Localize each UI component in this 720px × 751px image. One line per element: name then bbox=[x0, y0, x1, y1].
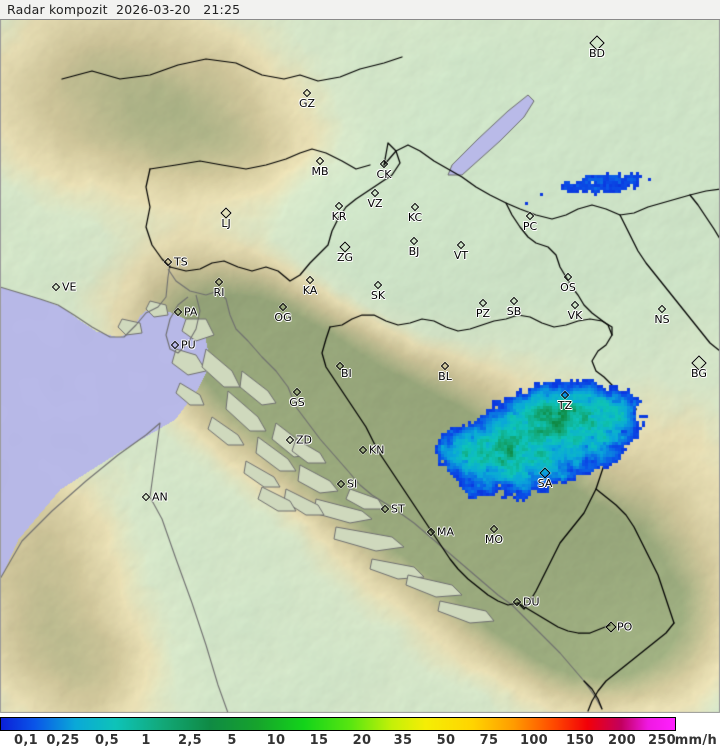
legend-tick-9: 35 bbox=[393, 733, 413, 748]
legend-tick-14: 200 bbox=[607, 733, 637, 748]
legend-tick-13: 150 bbox=[565, 733, 595, 748]
legend-tick-labels: 0,1 0,25 0,5 1 2,5 5 10 15 20 35 50 75 100 150 200 250 bbox=[0, 733, 720, 751]
legend-tick-8: 20 bbox=[352, 733, 372, 748]
legend-tick-1: 0,25 bbox=[46, 733, 80, 748]
legend-tick-3: 1 bbox=[141, 733, 151, 748]
legend-tick-2: 0,5 bbox=[95, 733, 119, 748]
page-title: Radar kompozit 2026-03-20 21:25 bbox=[7, 2, 241, 17]
radar-map-canvas[interactable] bbox=[0, 19, 720, 713]
legend-unit-label: mm/h bbox=[674, 733, 717, 748]
legend-tick-11: 75 bbox=[479, 733, 499, 748]
legend-tick-6: 10 bbox=[266, 733, 286, 748]
legend-colorbar bbox=[0, 717, 676, 731]
window-title-bar: Radar kompozit 2026-03-20 21:25 bbox=[0, 0, 720, 20]
radar-map[interactable]: BD GZ MB CK VZ KR KC LJ PC BJ ZG VT TS VE RI KA SK OS PZ SB… bbox=[0, 19, 720, 713]
legend-tick-4: 2,5 bbox=[178, 733, 202, 748]
legend-tick-0: 0,1 bbox=[14, 733, 38, 748]
legend-tick-15: 250 bbox=[647, 733, 677, 748]
legend-tick-5: 5 bbox=[227, 733, 237, 748]
legend-tick-10: 50 bbox=[436, 733, 456, 748]
precipitation-legend: 0,1 0,25 0,5 1 2,5 5 10 15 20 35 50 75 100 150 200 250 … bbox=[0, 713, 720, 751]
legend-tick-12: 100 bbox=[519, 733, 549, 748]
legend-tick-7: 15 bbox=[309, 733, 329, 748]
